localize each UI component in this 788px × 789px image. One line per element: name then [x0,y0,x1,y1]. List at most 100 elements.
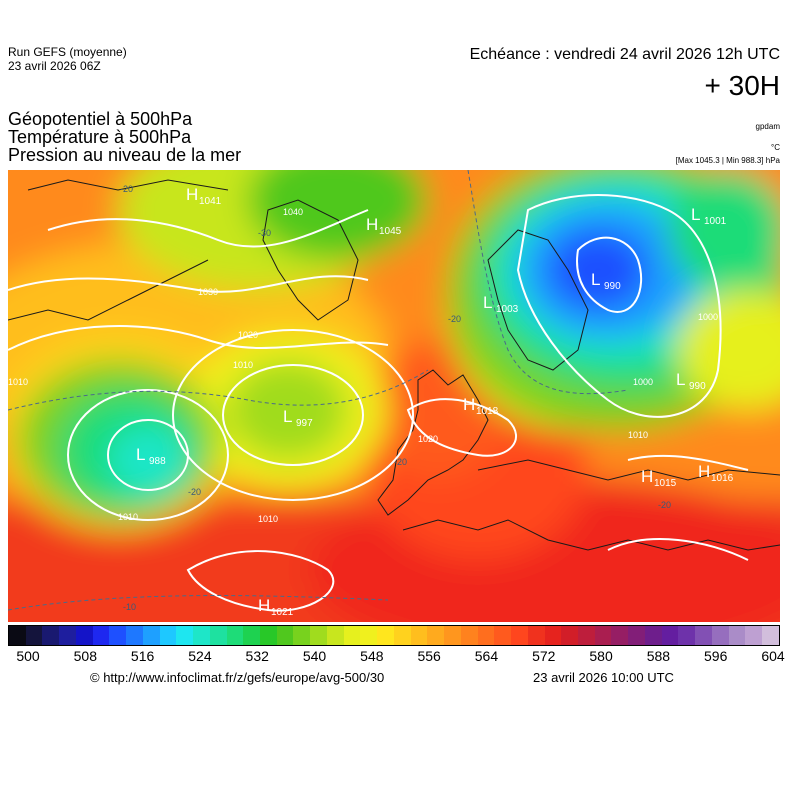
colorbar-swatch [678,626,696,645]
isotherm-label: -30 [258,228,271,238]
colorbar-swatch [711,626,729,645]
geopotential-field [8,170,780,622]
isobar-label: 1010 [258,514,278,524]
colorbar-swatch [477,626,495,645]
weather-map: H 1041 H 1045 L 1003 L 990 L 1001 L 990 H 1018 L 997 L 98… [8,170,780,622]
center-value: 990 [689,381,706,392]
high-pressure-center: H 1016 [698,462,734,484]
high-pressure-center: H 1015 [641,467,677,489]
colorbar-swatch [42,626,60,645]
center-letter: H [698,462,710,481]
colorbar-swatch [193,626,210,645]
colorbar-ticks: 500 508 516 524 532 540 548 556 564 572 580 588 596 6… [8,648,784,668]
unit-geopotential: gpdam [755,122,780,131]
isotherm-label: -20 [394,457,407,467]
unit-temperature: °C [771,143,780,152]
center-value: 1015 [654,478,677,489]
param-temperature: Température à 500hPa [8,127,192,147]
issued-timestamp: 23 avril 2026 10:00 UTC [533,670,674,685]
colorbar-tick-label: 532 [245,648,269,664]
isotherm-label: -20 [658,500,671,510]
center-value: 1016 [711,473,734,484]
colorbar-swatch [260,626,277,645]
colorbar-swatch [209,626,227,645]
isobars [8,194,749,612]
colorbar-swatch [276,626,294,645]
colorbar-swatch [444,626,461,645]
isobar-label: 1040 [283,207,303,217]
colorbar-swatch [92,626,110,645]
center-letter: L [591,270,600,289]
high-pressure-center: H 1045 [366,215,402,237]
colorbar-swatch [343,626,361,645]
isobar-label: 1020 [238,330,258,340]
colorbar-swatch [728,626,746,645]
temperature-labels: -20 -30 -20 -20 -20 -20 -10 [120,184,671,612]
isobar-labels: 1040 1030 1020 1010 1010 1010 1010 1020 1000 1010… [8,207,718,524]
low-pressure-center: L 1001 [691,205,727,227]
colorbar-swatch [109,626,127,645]
center-value: 988 [149,456,166,467]
colorbar-tick-label: 548 [360,648,384,664]
center-value: 1045 [379,226,402,237]
colorbar-swatch [628,626,645,645]
low-pressure-center: L 997 [283,407,313,429]
isobar-label: 1000 [698,312,718,322]
parameter-list: Géopotentiel à 500hPa Température à 500h… [8,110,241,164]
isobar-label: 1020 [418,434,438,444]
colorbar-swatch [243,626,261,645]
colorbar-swatch [360,626,378,645]
colorbar-swatch [762,626,779,645]
colorbar-swatch [695,626,712,645]
colorbar-swatch [577,626,595,645]
low-pressure-center: L 1003 [483,293,519,315]
colorbar-swatch [644,626,662,645]
temperature-isotherms [8,170,629,611]
center-letter: L [136,445,145,464]
center-letter: H [641,467,653,486]
colorbar-swatch [126,626,143,645]
high-pressure-center: H 1041 [186,185,222,207]
center-letter: H [186,185,198,204]
isobar-label: 1010 [8,377,28,387]
colorbar-swatch [25,626,43,645]
center-value: 1021 [271,607,294,618]
isotherm-label: -20 [188,487,201,497]
center-letter: L [483,293,492,312]
colorbar-swatch [494,626,512,645]
colorbar-tick-label: 508 [73,648,97,664]
unit-pressure: [Max 1045.3 | Min 988.3] hPa [675,156,780,165]
colorbar-tick-label: 516 [130,648,155,664]
colorbar-swatch [310,626,327,645]
param-pressure: Pression au niveau de la mer [8,145,242,165]
colorbar-swatch [326,626,344,645]
run-model: Run GEFS (moyenne) [8,45,127,59]
high-pressure-center: H 1021 [258,596,294,618]
colorbar-swatch [661,626,679,645]
colorbar-tick-label: 556 [417,648,441,664]
center-letter: L [283,407,292,426]
colorbar-swatch [142,626,160,645]
colorbar-swatch [410,626,428,645]
run-info: Run GEFS (moyenne) 23 avril 2026 06Z [8,45,127,73]
colorbar-swatch [159,626,177,645]
colorbar-swatch [176,626,194,645]
center-letter: H [258,596,270,615]
isotherm-label: -20 [448,314,461,324]
colorbar-swatch [527,626,545,645]
coastlines [8,179,780,551]
center-letter: H [366,215,378,234]
colorbar [8,625,780,646]
colorbar-swatch [561,626,578,645]
colorbar-swatch [511,626,528,645]
colorbar-tick-label: 500 [16,648,40,664]
colorbar-swatch [293,626,311,645]
colorbar-tick-label: 604 [761,648,785,664]
high-pressure-center: H 1018 [463,395,499,417]
center-value: 1003 [496,304,519,315]
isobar-label: 1030 [198,287,218,297]
center-value: 990 [604,281,621,292]
isotherm-label: -10 [123,602,136,612]
